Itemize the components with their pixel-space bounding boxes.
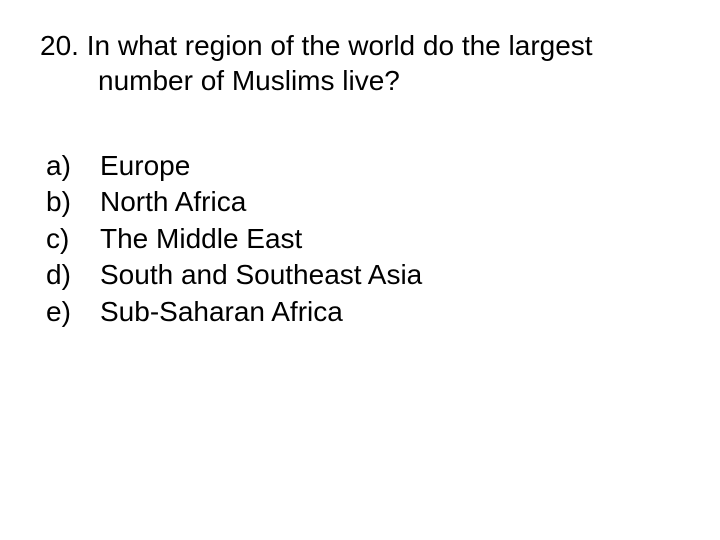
option-letter: c) (46, 221, 100, 257)
option-letter: a) (46, 148, 100, 184)
question-text-line2: number of Muslims live? (40, 63, 680, 98)
option-row: a) Europe (46, 148, 680, 184)
option-row: b) North Africa (46, 184, 680, 220)
option-letter: d) (46, 257, 100, 293)
option-text: The Middle East (100, 221, 680, 257)
option-letter: e) (46, 294, 100, 330)
question-text-line1: In what region of the world do the large… (87, 30, 593, 61)
option-text: South and Southeast Asia (100, 257, 680, 293)
option-row: e) Sub-Saharan Africa (46, 294, 680, 330)
option-text: North Africa (100, 184, 680, 220)
question-first-line: 20. In what region of the world do the l… (40, 28, 680, 63)
option-row: d) South and Southeast Asia (46, 257, 680, 293)
option-row: c) The Middle East (46, 221, 680, 257)
options-block: a) Europe b) North Africa c) The Middle … (40, 148, 680, 330)
question-block: 20. In what region of the world do the l… (40, 28, 680, 98)
option-letter: b) (46, 184, 100, 220)
question-number: 20. (40, 30, 79, 61)
option-text: Europe (100, 148, 680, 184)
option-text: Sub-Saharan Africa (100, 294, 680, 330)
